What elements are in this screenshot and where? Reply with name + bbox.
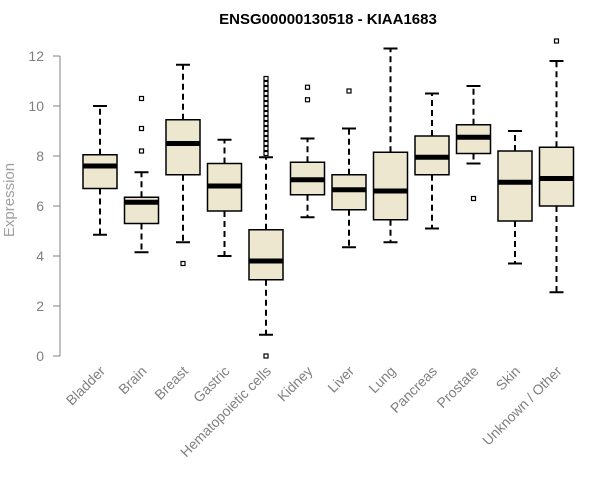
box-skin [497, 130, 533, 265]
outlier-point [263, 100, 269, 107]
box-breast [165, 63, 201, 267]
iqr-box [248, 229, 284, 281]
outlier-point [263, 80, 269, 87]
box-lung [372, 47, 409, 244]
y-axis-title: Expression [1, 163, 18, 237]
outlier-point [263, 150, 269, 157]
y-tick-label: 0 [36, 348, 44, 364]
box-liver [331, 88, 367, 249]
x-category-label: Lung [365, 363, 398, 396]
x-category-label: Prostate [433, 363, 481, 411]
y-tick-label: 4 [36, 248, 44, 264]
outlier-point [263, 125, 269, 132]
outlier-point [263, 130, 269, 137]
x-category-label: Skin [493, 363, 524, 394]
outlier-point [346, 88, 352, 94]
x-category-label: Breast [151, 363, 191, 403]
outlier-point [138, 148, 145, 154]
iqr-box [82, 154, 118, 190]
y-tick-label: 12 [28, 48, 44, 64]
iqr-box [165, 119, 201, 176]
outlier-point [470, 195, 477, 202]
iqr-box [372, 151, 409, 221]
outlier-point [263, 95, 269, 102]
box-series [82, 38, 575, 359]
outlier-point [138, 125, 145, 132]
iqr-box [497, 150, 533, 222]
box-pancreas [414, 92, 450, 230]
x-category-label: Unknown / Other [479, 363, 565, 449]
outlier-point [263, 140, 269, 147]
outlier-point [263, 90, 269, 97]
outlier-point [304, 84, 311, 90]
x-category-label: Kidney [274, 363, 316, 405]
outlier-point [263, 145, 269, 152]
outlier-point [263, 75, 269, 82]
y-tick-label: 6 [36, 198, 44, 214]
outlier-point [138, 95, 145, 102]
box-hematopoietic-cells [248, 75, 284, 359]
outlier-point [263, 105, 269, 112]
outlier-point [263, 135, 269, 142]
box-prostate [455, 85, 492, 202]
outlier-point [263, 115, 269, 122]
box-gastric [206, 138, 243, 257]
outlier-point [553, 38, 560, 44]
outlier-point [304, 97, 311, 103]
box-kidney [289, 84, 326, 219]
x-category-label: Brain [115, 363, 149, 397]
chart-title: ENSG00000130518 - KIAA1683 [219, 11, 437, 28]
y-axis: 0 2 4 6 8 10 12 [28, 48, 61, 364]
outlier-point [180, 260, 186, 267]
y-tick-label: 2 [36, 298, 44, 314]
outlier-point [263, 85, 269, 92]
outlier-point [263, 110, 269, 117]
y-tick-label: 8 [36, 148, 44, 164]
y-tick-label: 10 [28, 98, 44, 114]
box-unknown-other [538, 38, 575, 294]
x-category-label: Liver [324, 363, 357, 396]
box-bladder [82, 105, 118, 236]
outlier-point [263, 353, 269, 359]
x-category-label: Bladder [63, 363, 109, 409]
box-brain [123, 95, 160, 254]
outlier-point [263, 120, 269, 127]
